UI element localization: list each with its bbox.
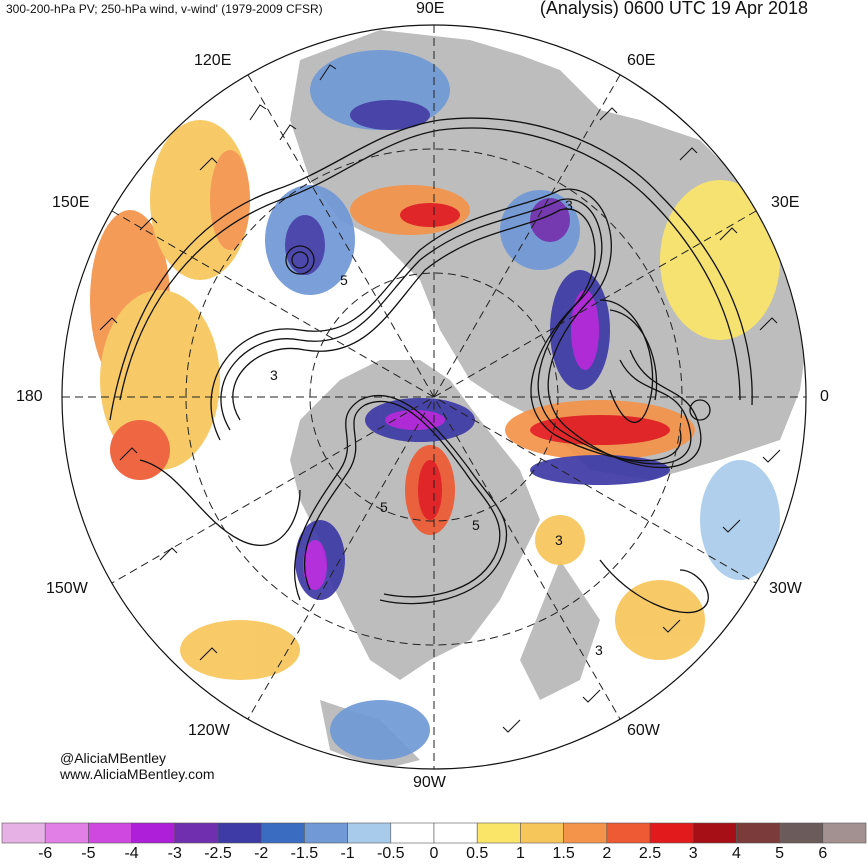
wind-anomaly-shading xyxy=(90,50,780,760)
colorbar-tick-label: -6 xyxy=(38,845,53,862)
colorbar-swatch xyxy=(88,822,132,844)
colorbar-tick-label: 1.5 xyxy=(552,845,575,862)
contour-label: 3 xyxy=(565,197,573,213)
colorbar-swatch xyxy=(347,822,392,844)
colorbar-tick-label: 5 xyxy=(775,845,785,862)
lon-label-30w: 30W xyxy=(769,580,802,597)
anom-blob xyxy=(418,460,442,520)
pv-contours xyxy=(109,117,753,614)
colorbar-swatch xyxy=(217,822,262,844)
lon-label-60w: 60W xyxy=(627,722,660,739)
graticule xyxy=(62,25,806,769)
anom-blob xyxy=(110,420,170,480)
colorbar-swatch xyxy=(606,822,651,844)
colorbar-tick-label: -1 xyxy=(340,845,355,862)
anom-blob xyxy=(660,180,780,340)
anom-blob xyxy=(571,290,599,370)
colorbar-swatch xyxy=(692,822,737,844)
colorbar-tick-label: -0.5 xyxy=(377,845,405,862)
credit-twitter: @AliciaMBentley xyxy=(60,750,167,766)
colorbar-tick-label: 0 xyxy=(429,845,439,862)
header-left-title: 300-200-hPa PV; 250-hPa wind, v-wind' (1… xyxy=(6,2,323,16)
polar-map: 5 3 3 5 5 3 3 xyxy=(61,24,807,770)
colorbar-swatch xyxy=(174,822,219,844)
anom-blob xyxy=(400,203,460,227)
colorbar-swatch xyxy=(476,822,521,844)
colorbar-tick-label: 3 xyxy=(688,845,698,862)
lon-label-90w: 90W xyxy=(413,774,446,791)
colorbar-swatch xyxy=(304,822,348,844)
colorbar-swatch xyxy=(390,822,435,844)
credit-website: www.AliciaMBentley.com xyxy=(60,766,215,782)
contour-label: 3 xyxy=(555,532,563,548)
lon-label-120e: 120E xyxy=(194,52,232,69)
anom-blob xyxy=(530,455,670,485)
colorbar-tick-label: -1.5 xyxy=(290,845,319,862)
colorbar-tick-label: 6 xyxy=(818,845,828,862)
lon-label-90e: 90E xyxy=(416,0,445,17)
contour-label: 5 xyxy=(472,517,480,533)
colorbar-swatch xyxy=(822,822,867,844)
anom-blob xyxy=(530,198,570,242)
anom-blob xyxy=(350,100,430,130)
colorbar-tick-label: -5 xyxy=(81,845,96,862)
lon-label-120w: 120W xyxy=(188,722,230,739)
anom-blob xyxy=(535,515,585,565)
contour-label: 5 xyxy=(380,499,388,515)
colorbar-swatch xyxy=(736,822,780,844)
colorbar-swatch xyxy=(44,822,89,844)
colorbar-swatch xyxy=(131,822,176,844)
anom-blob xyxy=(285,215,325,275)
wind-barbs xyxy=(99,64,781,733)
anom-blob xyxy=(615,580,705,660)
colorbar-tick-label: -2 xyxy=(254,845,269,862)
colorbar-tick-label: -4 xyxy=(124,845,139,862)
contour-value-labels: 5 3 3 5 5 3 3 xyxy=(270,197,603,658)
colorbar-tick-label: -3 xyxy=(167,845,182,862)
lon-label-150e: 150E xyxy=(52,194,90,211)
map-border xyxy=(61,24,807,770)
colorbar-swatch xyxy=(520,822,564,844)
anom-blob xyxy=(330,700,430,760)
colorbar-swatch xyxy=(649,822,694,844)
colorbar-swatch xyxy=(260,822,305,844)
colorbar-swatch xyxy=(779,822,824,844)
lon-label-0: 0 xyxy=(820,388,829,405)
lon-label-180: 180 xyxy=(16,388,43,405)
anom-blob xyxy=(210,150,250,250)
colorbar-swatch xyxy=(563,822,608,844)
colorbar xyxy=(1,822,867,844)
anom-blob xyxy=(385,410,445,430)
colorbar-tick-label: 0.5 xyxy=(466,845,489,862)
colorbar-tick-label: 2.5 xyxy=(638,845,662,862)
header-right-title: (Analysis) 0600 UTC 19 Apr 2018 xyxy=(539,0,808,18)
colorbar-tick-label: 4 xyxy=(731,845,741,862)
lon-label-30e: 30E xyxy=(771,194,800,211)
anom-blob xyxy=(303,540,327,590)
colorbar-swatch xyxy=(433,822,478,844)
contour-label: 3 xyxy=(595,642,603,658)
contour-label: 5 xyxy=(340,272,348,288)
colorbar-tick-label: -2.5 xyxy=(204,845,232,862)
colorbar-swatch xyxy=(1,822,46,844)
contour-label: 3 xyxy=(270,367,278,383)
lon-label-60e: 60E xyxy=(627,52,656,69)
anom-blob xyxy=(530,415,670,445)
anom-blob xyxy=(180,620,300,680)
colorbar-tick-label: 2 xyxy=(602,845,612,862)
lon-label-150w: 150W xyxy=(46,580,88,597)
colorbar-tick-label: 1 xyxy=(515,845,525,862)
